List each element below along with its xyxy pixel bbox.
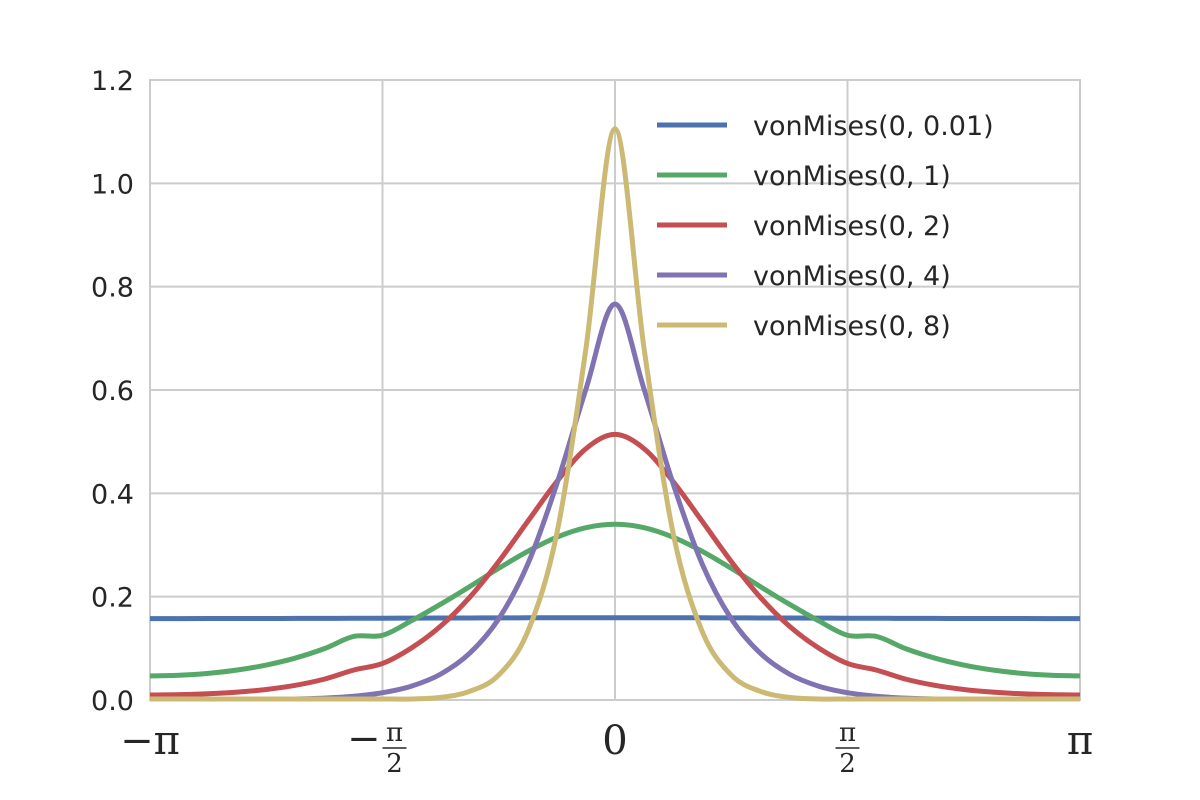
- x-tick-symbol: 0: [602, 718, 627, 764]
- legend-item: vonMises(0, 4): [657, 261, 951, 292]
- legend-item: vonMises(0, 0.01): [657, 111, 994, 142]
- y-tick-label: 0.6: [91, 376, 134, 407]
- x-axis-ticks: −π − π2 0 π2 π: [120, 716, 1093, 779]
- y-tick-label: 0.4: [91, 479, 134, 510]
- y-tick-label: 1.0: [91, 169, 134, 200]
- x-tick-denominator: 2: [839, 749, 856, 779]
- x-tick-text: 0: [602, 718, 627, 764]
- legend-label: vonMises(0, 8): [753, 311, 951, 342]
- legend: vonMises(0, 0.01) vonMises(0, 1) vonMises(…: [657, 111, 994, 342]
- x-tick-text: −π: [120, 718, 180, 764]
- x-tick-sign: −: [347, 716, 381, 762]
- x-tick-label: π2: [835, 718, 860, 779]
- x-tick-denominator: 2: [386, 749, 403, 779]
- x-tick-symbol: π: [1067, 718, 1093, 764]
- x-tick-label: π: [1067, 718, 1093, 764]
- series-line-2: [149, 431, 1081, 698]
- y-axis-ticks: 0.0 0.2 0.4 0.6 0.8 1.0 1.2: [91, 66, 134, 717]
- x-tick-numerator: π: [839, 718, 856, 748]
- legend-label: vonMises(0, 4): [753, 261, 951, 292]
- legend-item: vonMises(0, 2): [657, 211, 951, 242]
- x-tick-numerator: π: [386, 718, 403, 748]
- y-tick-label: 0.8: [91, 273, 134, 304]
- series-line-1: [149, 521, 1081, 679]
- legend-item: vonMises(0, 8): [657, 311, 951, 342]
- legend-item: vonMises(0, 1): [657, 161, 951, 192]
- legend-label: vonMises(0, 0.01): [753, 111, 994, 142]
- plot-frame: [149, 79, 1081, 701]
- x-tick-label: − π2: [347, 716, 407, 779]
- legend-label: vonMises(0, 2): [753, 211, 951, 242]
- y-tick-label: 1.2: [91, 66, 134, 97]
- x-tick-text: π: [1067, 718, 1093, 764]
- series-line-0: [149, 615, 1081, 622]
- x-tick-label: 0: [602, 718, 627, 764]
- x-tick-sign: −: [120, 718, 154, 764]
- x-tick-symbol: π: [154, 718, 180, 764]
- series-line-4: [150, 126, 1080, 702]
- y-tick-label: 0.0: [91, 686, 134, 717]
- series-layer: [149, 126, 1081, 702]
- y-tick-label: 0.2: [91, 583, 134, 614]
- x-tick-label: −π: [120, 718, 180, 764]
- legend-label: vonMises(0, 1): [753, 161, 951, 192]
